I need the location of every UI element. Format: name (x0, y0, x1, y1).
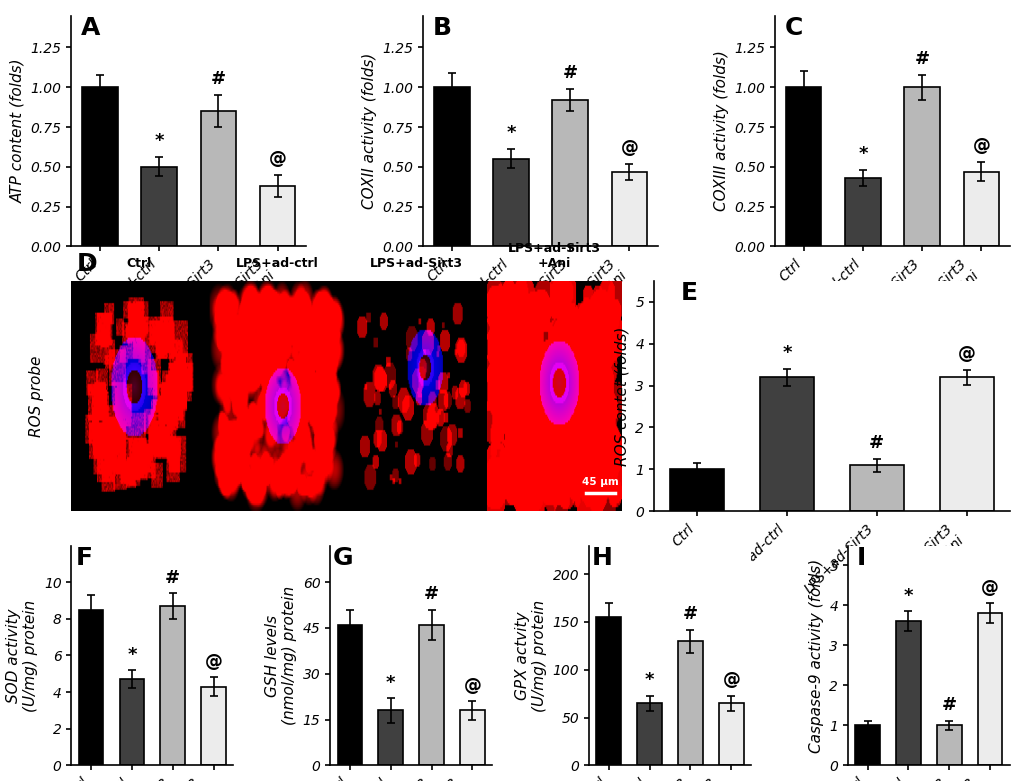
Y-axis label: GSH levels
(nmol/mg) protein: GSH levels (nmol/mg) protein (265, 586, 297, 725)
Y-axis label: ATP content (folds): ATP content (folds) (10, 59, 25, 203)
Text: E: E (681, 280, 697, 305)
Y-axis label: COXII activity (folds): COXII activity (folds) (362, 53, 377, 209)
Bar (718, 703, 743, 765)
Bar (963, 172, 999, 247)
Text: @: @ (971, 137, 989, 155)
Text: LPS+ad-Sirt3: LPS+ad-Sirt3 (369, 257, 463, 270)
Text: #: # (868, 434, 883, 452)
Bar (160, 606, 184, 765)
Bar (552, 100, 587, 247)
Y-axis label: Caspase-9 activity (folds): Caspase-9 activity (folds) (808, 558, 823, 753)
Bar (596, 617, 621, 765)
Bar (378, 711, 403, 765)
Bar (637, 703, 661, 765)
Text: *: * (127, 646, 137, 664)
Text: A: A (81, 16, 100, 40)
Bar (855, 726, 879, 765)
Y-axis label: ROS contet (folds): ROS contet (folds) (614, 326, 629, 465)
Text: F: F (75, 545, 93, 569)
Bar (201, 111, 235, 247)
Text: *: * (903, 587, 912, 604)
Bar (678, 641, 702, 765)
Text: *: * (644, 671, 654, 689)
Text: @: @ (957, 344, 974, 362)
Y-axis label: GPX actvity
(U/mg) protein: GPX actvity (U/mg) protein (515, 599, 547, 711)
Text: #: # (683, 605, 697, 623)
Bar (938, 377, 993, 512)
Text: #: # (562, 64, 577, 82)
Bar (419, 625, 443, 765)
Bar (82, 87, 117, 247)
Bar (845, 178, 879, 247)
Bar (759, 377, 813, 512)
Text: I: I (856, 545, 865, 569)
Text: 45 μm: 45 μm (582, 477, 619, 487)
Text: @: @ (620, 139, 638, 157)
Bar (785, 87, 820, 247)
Bar (493, 159, 528, 247)
Text: #: # (914, 50, 928, 68)
Bar (337, 625, 362, 765)
Text: *: * (154, 133, 164, 151)
Bar (669, 469, 723, 512)
Text: B: B (432, 16, 451, 40)
Text: @: @ (268, 150, 286, 168)
Bar (119, 679, 144, 765)
Bar (260, 186, 296, 247)
Bar (142, 167, 176, 247)
Text: @: @ (980, 579, 999, 597)
Text: *: * (385, 673, 395, 692)
Bar (904, 87, 938, 247)
Text: H: H (591, 545, 612, 569)
Y-axis label: SOD activity
(U/mg) protein: SOD activity (U/mg) protein (6, 599, 39, 711)
Bar (201, 686, 225, 765)
Text: LPS+ad-Sirt3
+Ani: LPS+ad-Sirt3 +Ani (507, 242, 600, 270)
Text: #: # (941, 696, 956, 714)
Text: *: * (782, 344, 791, 362)
Text: G: G (332, 545, 354, 569)
Text: *: * (857, 145, 867, 163)
Text: D: D (76, 252, 98, 276)
Text: C: C (784, 16, 802, 40)
Bar (849, 465, 903, 512)
Text: @: @ (205, 653, 222, 671)
Bar (433, 87, 469, 247)
Bar (78, 610, 103, 765)
Bar (611, 172, 647, 247)
Text: ROS probe: ROS probe (29, 355, 44, 437)
Bar (936, 726, 961, 765)
Bar (460, 711, 484, 765)
Text: #: # (424, 585, 439, 603)
Text: @: @ (721, 671, 740, 689)
Bar (977, 613, 1002, 765)
Text: #: # (165, 569, 180, 587)
Y-axis label: COXIII activity (folds): COXIII activity (folds) (713, 51, 729, 212)
Text: LPS+ad-ctrl: LPS+ad-ctrl (236, 257, 319, 270)
Text: Ctrl: Ctrl (126, 257, 152, 270)
Text: #: # (211, 70, 225, 88)
Bar (896, 622, 920, 765)
Text: @: @ (463, 676, 481, 694)
Text: *: * (505, 124, 516, 142)
